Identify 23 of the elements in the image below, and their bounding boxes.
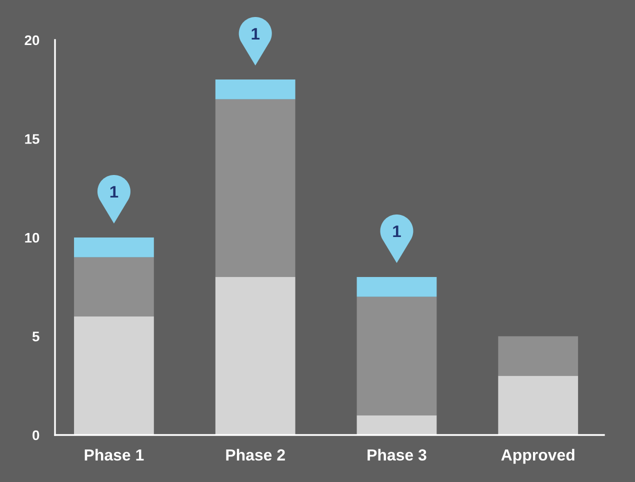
bar	[215, 80, 296, 100]
y-tick-label: 0	[32, 430, 40, 440]
bar	[215, 99, 296, 277]
x-tick-label: Approved	[501, 448, 574, 464]
y-tick-label: 15	[25, 134, 40, 144]
y-tick-label: 20	[24, 35, 40, 46]
bar	[356, 296, 437, 416]
bar	[215, 277, 296, 435]
y-tick-label: 5	[32, 332, 40, 342]
data-label: 1	[110, 186, 118, 198]
bar	[498, 336, 578, 376]
bar	[498, 376, 578, 435]
x-tick-label: Phase 1	[84, 448, 144, 461]
bar	[356, 277, 437, 297]
bar	[356, 415, 437, 435]
y-tick-label: 10	[25, 232, 40, 243]
bar	[74, 238, 154, 258]
data-label: 1	[393, 226, 401, 238]
bar	[74, 257, 154, 316]
data-label: 1	[252, 28, 260, 40]
x-tick-label: Phase 2	[226, 448, 285, 461]
bar	[74, 316, 154, 435]
x-tick-label: Phase 3	[368, 448, 426, 461]
